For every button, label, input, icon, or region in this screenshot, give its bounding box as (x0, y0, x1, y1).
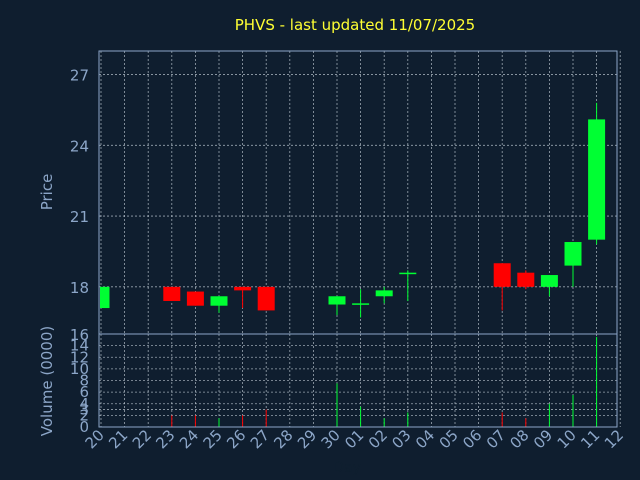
candle-body (210, 296, 228, 306)
candle-body (493, 263, 511, 287)
volume-axis-title: Volume (0000) (38, 326, 56, 436)
volume-tick-label: 6 (79, 383, 89, 401)
x-tick-label: 29 (294, 426, 320, 452)
volume-tick-label: 2 (79, 406, 89, 424)
x-tick-label: 30 (318, 426, 344, 452)
volume-panel-frame (98, 333, 618, 428)
price-grid (99, 51, 621, 334)
volume-grid (99, 334, 621, 427)
candle-01 (352, 289, 370, 318)
price-tick-label: 24 (70, 137, 89, 155)
candles-layer (100, 102, 606, 318)
x-tick-label: 10 (554, 426, 580, 452)
price-tick-label: 27 (70, 67, 89, 85)
price-tick-label: 16 (70, 326, 89, 344)
candle-30 (328, 296, 346, 316)
volume-tick-label: 0 (79, 418, 89, 436)
volume-tick-label: 8 (79, 372, 89, 390)
price-tick-labels: 16 18 21 24 27 (70, 67, 89, 344)
candle-25 (210, 296, 228, 313)
candle-27 (257, 286, 275, 311)
x-tick-label: 09 (530, 426, 556, 452)
candle-body (163, 286, 181, 301)
candle-23 (163, 286, 181, 301)
x-tick-label: 08 (506, 426, 532, 452)
candle-body (100, 286, 110, 309)
y-axis-title: Price (38, 174, 56, 211)
candle-body (588, 119, 606, 240)
price-tick-label: 21 (70, 208, 89, 226)
x-tick-label: 02 (365, 426, 391, 452)
candle-11 (588, 102, 606, 245)
candle-20 (100, 286, 110, 309)
candle-02 (375, 286, 393, 304)
candle-26 (234, 286, 252, 309)
x-tick-label: 04 (412, 426, 438, 452)
price-tick-label: 18 (70, 279, 89, 297)
candle-body (234, 286, 252, 291)
x-tick-label: 23 (152, 426, 178, 452)
candle-body (328, 296, 346, 305)
chart-title: PHVS - last updated 11/07/2025 (235, 16, 475, 34)
x-tick-label: 11 (577, 426, 603, 452)
volume-tick-label: 3 (79, 401, 89, 419)
x-tick-label: 26 (223, 426, 249, 452)
candle-09 (540, 275, 558, 297)
x-tick-label: 27 (247, 426, 273, 452)
candle-body (517, 272, 535, 287)
x-tick-label: 03 (388, 426, 414, 452)
volume-tick-label: 10 (70, 360, 89, 378)
x-tick-labels: 2021222324252627282930010203040506070809… (82, 426, 627, 452)
candle-07 (493, 263, 511, 311)
candle-body (375, 290, 393, 297)
candle-03 (399, 270, 417, 301)
x-tick-label: 28 (270, 426, 296, 452)
x-tick-label: 06 (459, 426, 485, 452)
volume-bars-layer (171, 336, 598, 427)
candle-body (352, 303, 370, 305)
x-tick-label: 01 (341, 426, 367, 452)
candle-10 (564, 242, 582, 287)
volume-tick-label: 12 (70, 348, 89, 366)
volume-tick-label: 14 (70, 337, 89, 355)
candle-body (540, 275, 558, 287)
candle-body (399, 272, 417, 275)
candle-body (257, 286, 275, 311)
candle-24 (186, 291, 204, 306)
candle-body (564, 242, 582, 266)
x-axis-title: Day (333, 460, 361, 476)
candle-08 (517, 270, 535, 290)
candle-body (186, 291, 204, 306)
x-tick-label: 24 (176, 426, 202, 452)
x-tick-label: 21 (105, 426, 131, 452)
x-tick-label: 12 (601, 426, 627, 452)
x-tick-label: 07 (483, 426, 509, 452)
x-tick-label: 22 (129, 426, 155, 452)
x-tick-label: 05 (436, 426, 462, 452)
volume-tick-label: 4 (79, 395, 89, 413)
x-tick-label: 25 (200, 426, 226, 452)
